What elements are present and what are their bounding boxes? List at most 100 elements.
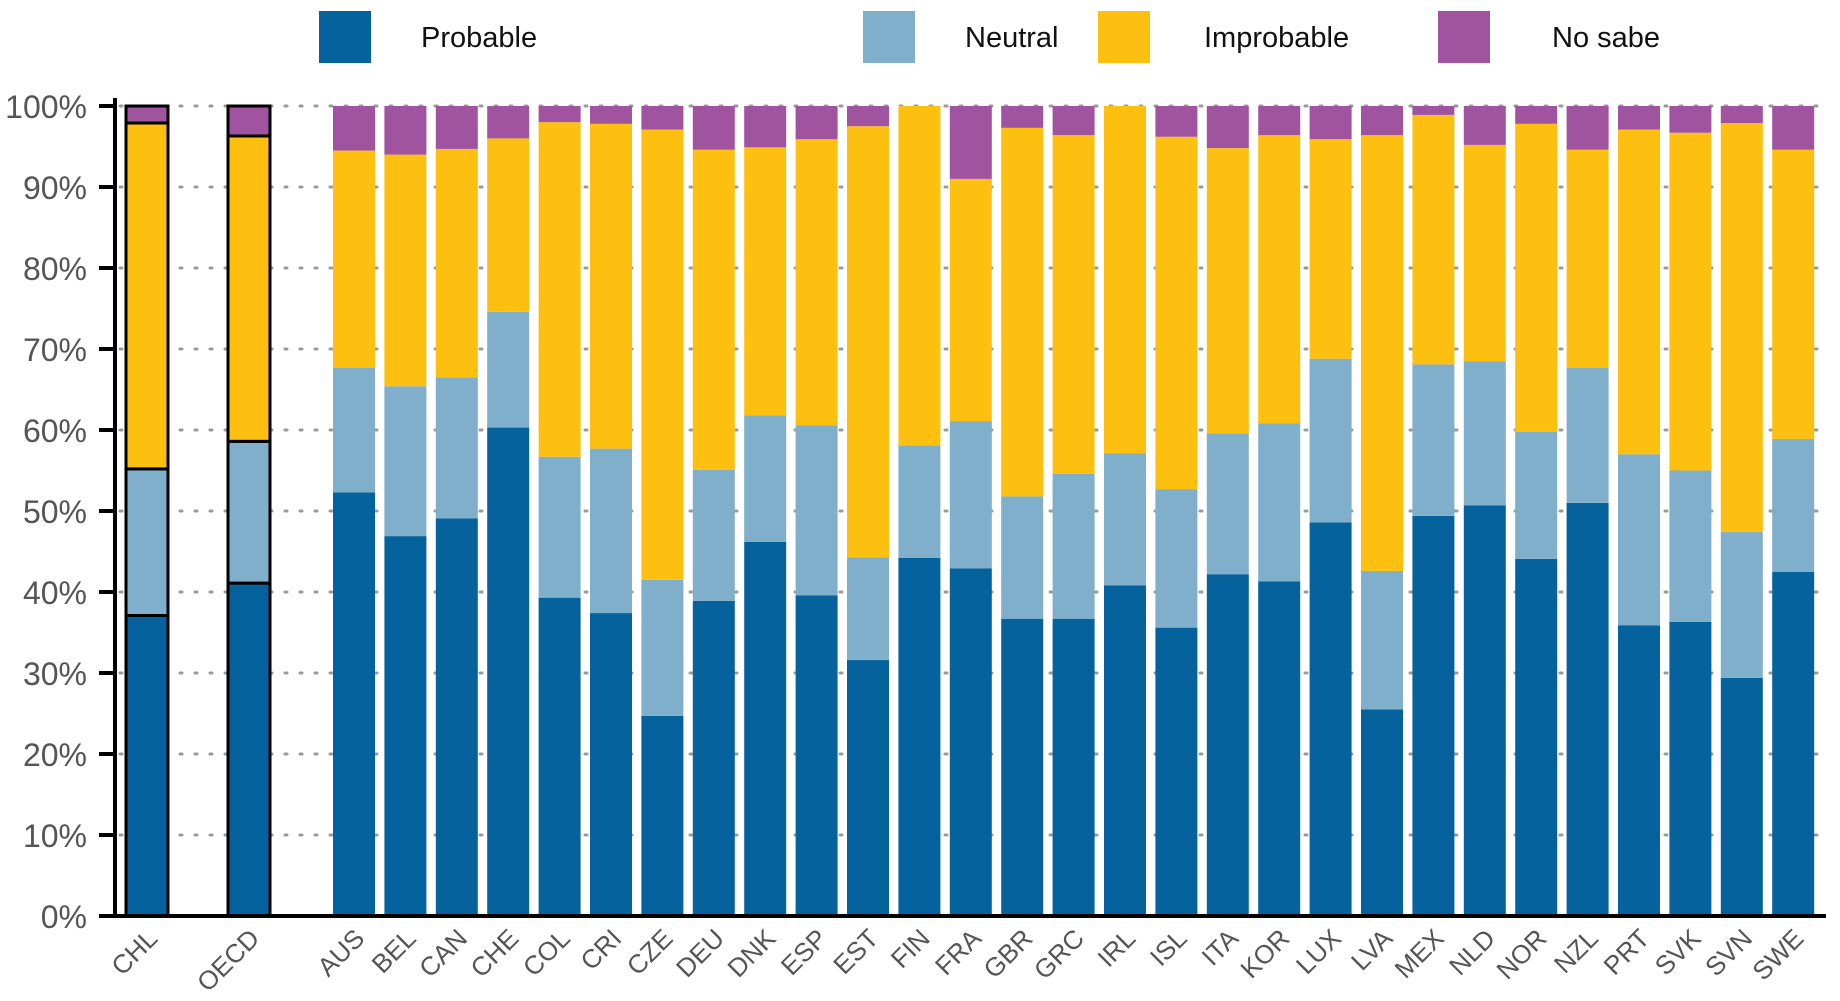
x-tick-label-dnk: DNK [721,923,781,983]
bar-segment-chl-neutral [124,467,170,617]
bar-segment-can-neutral [435,377,478,519]
bar-ita [1206,106,1249,916]
bar-segment-nzl-improbable [1566,149,1609,368]
bar-segment-mex-improbable [1412,114,1455,365]
bar-svn [1720,106,1763,916]
bar-dnk [744,106,787,916]
bar-segment-fin-improbable [898,106,941,446]
bar-segment-che-improbable [487,138,530,312]
bar-segment-deu-neutral [692,469,735,601]
axes [113,98,1826,918]
bar-swe [1772,106,1815,916]
bar-segment-can-probable [435,518,478,916]
bar-segment-aus-no-sabe [333,106,375,151]
bar-segment-grc-neutral [1052,473,1095,619]
bar-segment-nor-probable [1515,558,1558,916]
bar-segment-est-probable [847,660,889,916]
bar-segment-est-improbable [847,126,889,558]
bar-segment-ita-no-sabe [1206,106,1249,149]
bar-segment-cri-probable [590,613,632,916]
bar-segment-chl-probable [124,613,170,918]
bar-segment-aus-neutral [333,367,375,493]
bar-nor [1515,106,1558,916]
bar-segment-prt-probable [1618,625,1660,916]
bar-segment-nor-no-sabe [1515,106,1558,124]
bar-gbr [1001,106,1044,916]
x-tick-label-che: CHE [464,923,524,983]
bar-segment-cze-improbable [641,129,684,580]
bar-segment-nzl-probable [1566,502,1609,916]
bar-segment-dnk-improbable [744,147,787,416]
bar-segment-nld-probable [1463,505,1506,916]
bar-segment-isl-neutral [1155,489,1198,628]
bar-segment-swe-probable [1772,571,1815,916]
bar-segment-est-no-sabe [847,106,889,127]
bar-segment-svk-improbable [1669,132,1712,471]
bar-nzl [1566,106,1609,916]
bar-segment-kor-probable [1258,581,1301,916]
x-tick-label-aus: AUS [311,923,370,982]
bar-segment-fin-neutral [898,445,941,558]
bar-segment-nor-neutral [1515,431,1558,559]
bar-segment-grc-improbable [1052,135,1095,474]
legend-label-probable: Probable [421,22,537,54]
bar-segment-cze-probable [641,715,684,916]
bars [124,104,1815,918]
bar-segment-esp-neutral [795,425,838,596]
x-tick-label-mex: MEX [1389,923,1450,984]
x-axis-ticks: CHL OECD AUSBELCANCHECOLCRICZEDEUDNKESPEST… [105,923,1809,998]
bar-kor [1258,106,1301,916]
bar-segment-nld-improbable [1463,144,1506,362]
y-axis-ticks: 0% 10% 20% 30% 40% 50% 60% 70% 80% 90% 100% [5,89,115,935]
x-tick-label-svn: SVN [1699,923,1758,982]
bar-segment-che-probable [487,427,530,916]
bar-segment-dnk-neutral [744,415,787,542]
bar-segment-cri-improbable [590,123,632,449]
bar-segment-oecd-no-sabe [226,104,272,138]
x-tick-label-cri: CRI [574,923,627,976]
bar-aus [333,106,375,916]
legend-swatch-probable [319,11,371,63]
bar-segment-deu-no-sabe [692,106,735,150]
legend-label-neutral: Neutral [965,22,1059,54]
bar-isl [1155,106,1198,916]
y-tick-label: 0% [41,899,87,935]
bar-col [538,106,581,916]
bar-segment-swe-improbable [1772,149,1815,439]
bar-segment-irl-improbable [1104,106,1146,454]
bar-segment-esp-no-sabe [795,106,838,140]
bar-segment-lva-improbable [1361,135,1403,571]
x-tick-label-prt: PRT [1598,923,1656,981]
bar-segment-gbr-probable [1001,618,1044,916]
bar-irl [1104,106,1146,916]
y-tick-label: 40% [23,575,87,611]
bar-segment-nld-no-sabe [1463,106,1506,145]
bar-segment-lux-probable [1309,522,1352,916]
y-tick-label: 70% [23,332,87,368]
bar-segment-swe-neutral [1772,438,1815,572]
bar-segment-svn-improbable [1720,123,1763,533]
bar-segment-svn-probable [1720,677,1763,916]
y-tick-label: 50% [23,494,87,530]
legend: Probable Neutral Improbable No sabe [319,11,1660,63]
y-tick-label: 80% [23,251,87,287]
x-tick-label-nld: NLD [1443,923,1501,981]
bar-bel [384,106,427,916]
x-tick-label-lux: LUX [1290,923,1347,980]
bar-svk [1669,106,1712,916]
x-tick-label-svk: SVK [1649,923,1707,981]
bar-segment-isl-probable [1155,627,1198,916]
legend-swatch-neutral [863,11,915,63]
bar-segment-lux-improbable [1309,139,1352,359]
x-tick-label-can: CAN [413,923,473,983]
bar-segment-nor-improbable [1515,123,1558,432]
bar-segment-lux-neutral [1309,358,1352,523]
bar-segment-est-neutral [847,557,889,661]
bar-segment-esp-improbable [795,139,838,426]
bar-segment-gbr-improbable [1001,127,1044,497]
y-tick-label: 100% [5,89,87,125]
x-tick-label-oecd: OECD [191,923,265,997]
bar-segment-lva-probable [1361,709,1403,916]
bar-segment-isl-improbable [1155,136,1198,490]
